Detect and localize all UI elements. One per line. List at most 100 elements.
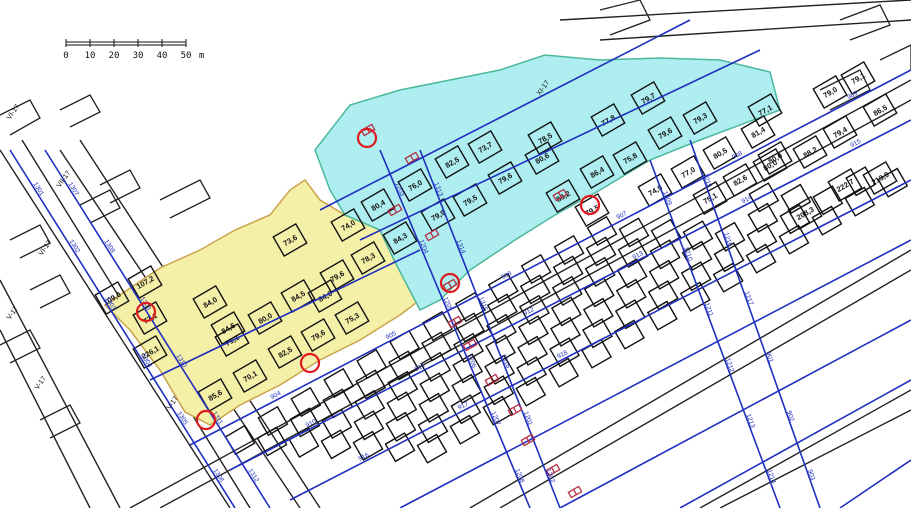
lot-outline <box>550 296 582 327</box>
lot-outline <box>745 243 777 274</box>
lot-outline <box>579 155 615 189</box>
pipe-label: 1210 <box>682 246 694 262</box>
lot-outline <box>812 75 848 109</box>
area-label: 79,1 <box>850 71 867 86</box>
lot-plain <box>320 429 352 460</box>
pipe-label: 910 <box>305 418 318 429</box>
valve-tick <box>392 207 398 213</box>
scale-unit: m <box>199 51 204 61</box>
area-label: 82,6 <box>732 173 749 188</box>
lot-outline <box>434 145 470 179</box>
pipe-line <box>149 249 421 381</box>
pipe-label: 905 <box>385 330 398 341</box>
lot-plain <box>583 277 615 308</box>
lot-outline <box>740 115 776 149</box>
lot-outline <box>722 163 758 197</box>
pipe-label: 907 <box>615 210 628 221</box>
lot-outline <box>581 338 613 369</box>
lot-plain <box>647 280 679 311</box>
valve-symbol <box>507 403 523 417</box>
valve-tick <box>512 407 518 413</box>
lot-plain <box>581 318 613 349</box>
street-line <box>0 279 121 508</box>
scale-bar: 0 10 20 30 40 50 m <box>63 39 204 61</box>
pipe-line <box>379 149 531 508</box>
lot-outline <box>467 130 503 164</box>
scale-tick-label: 40 <box>157 51 168 61</box>
lot-plain <box>485 313 517 345</box>
street-line <box>599 19 911 41</box>
lot-outline <box>748 182 780 213</box>
lot-outline <box>840 61 876 95</box>
pipe-label: 916 <box>357 451 370 462</box>
lot-plain <box>877 167 909 198</box>
pipe-line <box>649 159 781 508</box>
lot-plain <box>482 395 514 426</box>
lot-plain <box>585 236 617 267</box>
valve-body <box>424 228 440 242</box>
lot-plain <box>416 433 448 464</box>
valve-symbol <box>484 373 500 387</box>
valve-symbol <box>387 203 403 217</box>
pipe-label: 911 <box>414 362 427 373</box>
lot-outline <box>574 193 610 227</box>
lot-outline <box>483 375 515 406</box>
valve-tick <box>572 489 578 495</box>
valve-body <box>387 203 403 217</box>
parcel-outline <box>819 69 871 111</box>
valve-body <box>507 403 523 417</box>
lot-plain <box>517 335 549 366</box>
pipe-label: 1214 <box>765 469 777 485</box>
lot-plain <box>584 256 616 288</box>
parcel-outline <box>79 189 121 224</box>
lot-plain <box>613 319 645 350</box>
parcel-outline <box>99 169 141 204</box>
lot-outline <box>682 101 718 135</box>
street-line <box>719 409 911 508</box>
pipe-label: 1216 <box>722 232 734 248</box>
valve-body <box>567 485 583 499</box>
lot-outline <box>647 280 679 311</box>
red-circle-marker <box>356 127 378 149</box>
lot-outline <box>545 179 581 213</box>
pipe-line <box>319 19 691 211</box>
lot-outline <box>210 311 246 345</box>
pipe-label: 917 <box>457 400 470 411</box>
lot-outline <box>321 408 353 440</box>
valve-body <box>484 373 500 387</box>
pipe-label: 1212 <box>724 357 736 373</box>
lot-plain <box>419 372 451 403</box>
valve-tick <box>489 377 495 383</box>
lot-outline <box>515 376 547 407</box>
lot-plain <box>418 392 450 423</box>
valve-symbol <box>545 463 561 477</box>
valve-symbol <box>424 228 440 242</box>
valve-symbol <box>442 278 458 292</box>
lot-outline <box>548 357 580 388</box>
lot-outline <box>232 359 268 393</box>
scale-tick-label: 20 <box>109 51 120 61</box>
lot-plain <box>549 316 581 347</box>
lot-plain <box>648 259 680 290</box>
lot-outline <box>862 93 898 127</box>
lot-outline <box>382 221 418 255</box>
parcel-outline <box>159 179 211 219</box>
lot-outline <box>757 141 793 175</box>
lot-plain: 79,0 <box>812 75 848 109</box>
valve-symbol <box>520 433 536 447</box>
parcel-outline <box>39 404 81 439</box>
lot-plain <box>355 369 387 400</box>
lot-outline <box>418 392 450 423</box>
pipe-line <box>399 239 911 508</box>
pipe-line <box>189 69 911 446</box>
lot-outline <box>747 202 779 233</box>
valve-tick <box>429 232 435 238</box>
lot-plain <box>745 243 777 274</box>
lot-plain <box>384 432 416 463</box>
lot-outline <box>421 331 453 362</box>
scale-tick-label: 10 <box>85 51 96 61</box>
lot-outline <box>94 281 130 315</box>
lot-outline <box>582 297 614 328</box>
street-label: V-17 <box>34 375 48 391</box>
